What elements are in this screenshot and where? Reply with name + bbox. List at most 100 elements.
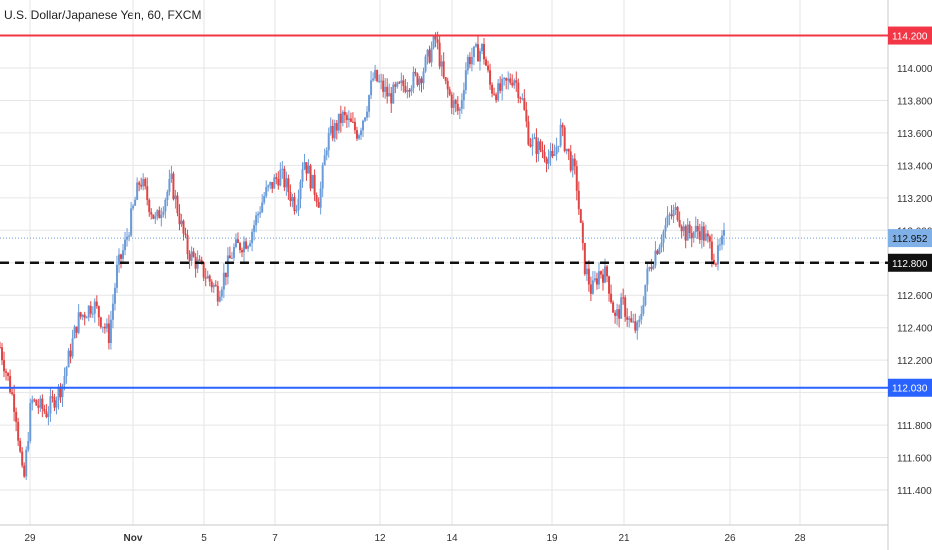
candle-body <box>390 93 393 104</box>
candle-body <box>386 86 389 97</box>
candle-body <box>366 111 369 118</box>
x-tick-label: 26 <box>724 533 736 544</box>
candle-body <box>19 440 22 452</box>
candle-body <box>599 271 602 275</box>
candle-body <box>622 297 625 299</box>
candle-body <box>700 226 703 240</box>
candle-body <box>535 137 538 154</box>
candle-body <box>236 239 239 244</box>
candle-body <box>370 80 373 96</box>
candle-body <box>11 392 14 394</box>
x-tick-label: 14 <box>446 533 458 544</box>
candle-body <box>337 113 340 131</box>
candle-body <box>43 408 46 412</box>
candle-body <box>259 212 262 214</box>
candle-body <box>295 210 298 212</box>
candle-body <box>269 182 272 186</box>
x-tick-label: 19 <box>546 533 558 544</box>
candle-body <box>652 265 655 269</box>
x-tick-label: 28 <box>794 533 806 544</box>
candle-body <box>450 94 453 108</box>
candle-body <box>323 155 326 166</box>
candle-body <box>297 199 300 211</box>
candle-body <box>364 117 367 121</box>
candle-body <box>547 157 550 164</box>
candle-body <box>57 386 60 401</box>
candle-body <box>283 168 286 188</box>
candle-body <box>702 226 705 241</box>
candle-body <box>166 191 169 201</box>
candle-body <box>569 151 572 171</box>
candle-body <box>672 210 675 217</box>
candle-body <box>35 400 38 406</box>
y-tick-label: 113.400 <box>897 161 932 172</box>
candle-body <box>321 165 324 189</box>
candle-body <box>319 188 322 208</box>
candle-body <box>612 302 615 313</box>
candle-body <box>680 226 683 232</box>
candle-body <box>232 246 235 258</box>
candle-body <box>593 278 596 281</box>
candle-body <box>662 231 665 243</box>
candle-body <box>487 65 490 71</box>
candle-body <box>39 398 42 408</box>
candle-body <box>71 338 74 357</box>
candle-body <box>422 71 425 84</box>
candle-body <box>571 158 574 171</box>
candle-body <box>7 372 10 377</box>
candle-body <box>21 451 24 466</box>
candle-body <box>442 61 445 78</box>
candle-body <box>234 239 237 247</box>
candle-body <box>374 70 377 79</box>
candle-body <box>589 284 592 294</box>
candle-body <box>378 80 381 82</box>
candle-body <box>638 319 641 323</box>
candle-body <box>243 241 246 253</box>
y-tick-label: 111.600 <box>897 454 932 465</box>
candle-body <box>503 78 506 80</box>
candle-body <box>271 182 274 189</box>
candle-body <box>478 51 481 62</box>
y-tick-label: 113.200 <box>897 194 932 205</box>
x-tick-label: 5 <box>201 533 207 544</box>
candle-body <box>210 281 213 288</box>
candle-body <box>682 226 685 232</box>
candle-body <box>444 77 447 81</box>
candle-body <box>180 220 183 225</box>
candle-body <box>162 211 165 215</box>
candle-body <box>668 214 671 216</box>
candle-body <box>626 316 629 320</box>
candle-body <box>587 268 590 285</box>
candle-body <box>212 284 215 288</box>
x-tick-label: 29 <box>24 533 36 544</box>
candle-body <box>616 309 619 316</box>
candle-body <box>485 59 488 66</box>
candle-body <box>438 42 441 67</box>
candle-body <box>91 313 94 315</box>
candle-body <box>414 71 417 74</box>
candle-body <box>59 386 62 398</box>
candle-body <box>601 274 604 283</box>
candle-body <box>226 255 229 278</box>
candle-body <box>315 194 318 203</box>
candle-body <box>676 207 679 221</box>
candle-body <box>93 301 96 314</box>
candle-body <box>462 90 465 101</box>
candle-body <box>597 271 600 285</box>
candle-body <box>410 88 413 92</box>
candle-body <box>434 36 437 40</box>
current-price-label: 112.952 <box>892 234 928 245</box>
candle-body <box>198 259 201 261</box>
candle-body <box>688 224 691 233</box>
candle-body <box>636 322 639 331</box>
candle-body <box>620 297 623 319</box>
candle-body <box>557 145 560 147</box>
candle-body <box>85 317 88 319</box>
candle-body <box>132 205 135 209</box>
candle-body <box>265 187 268 197</box>
candle-body <box>140 184 143 187</box>
candle-body <box>472 46 475 57</box>
candle-body <box>388 93 391 97</box>
candle-body <box>115 264 118 288</box>
